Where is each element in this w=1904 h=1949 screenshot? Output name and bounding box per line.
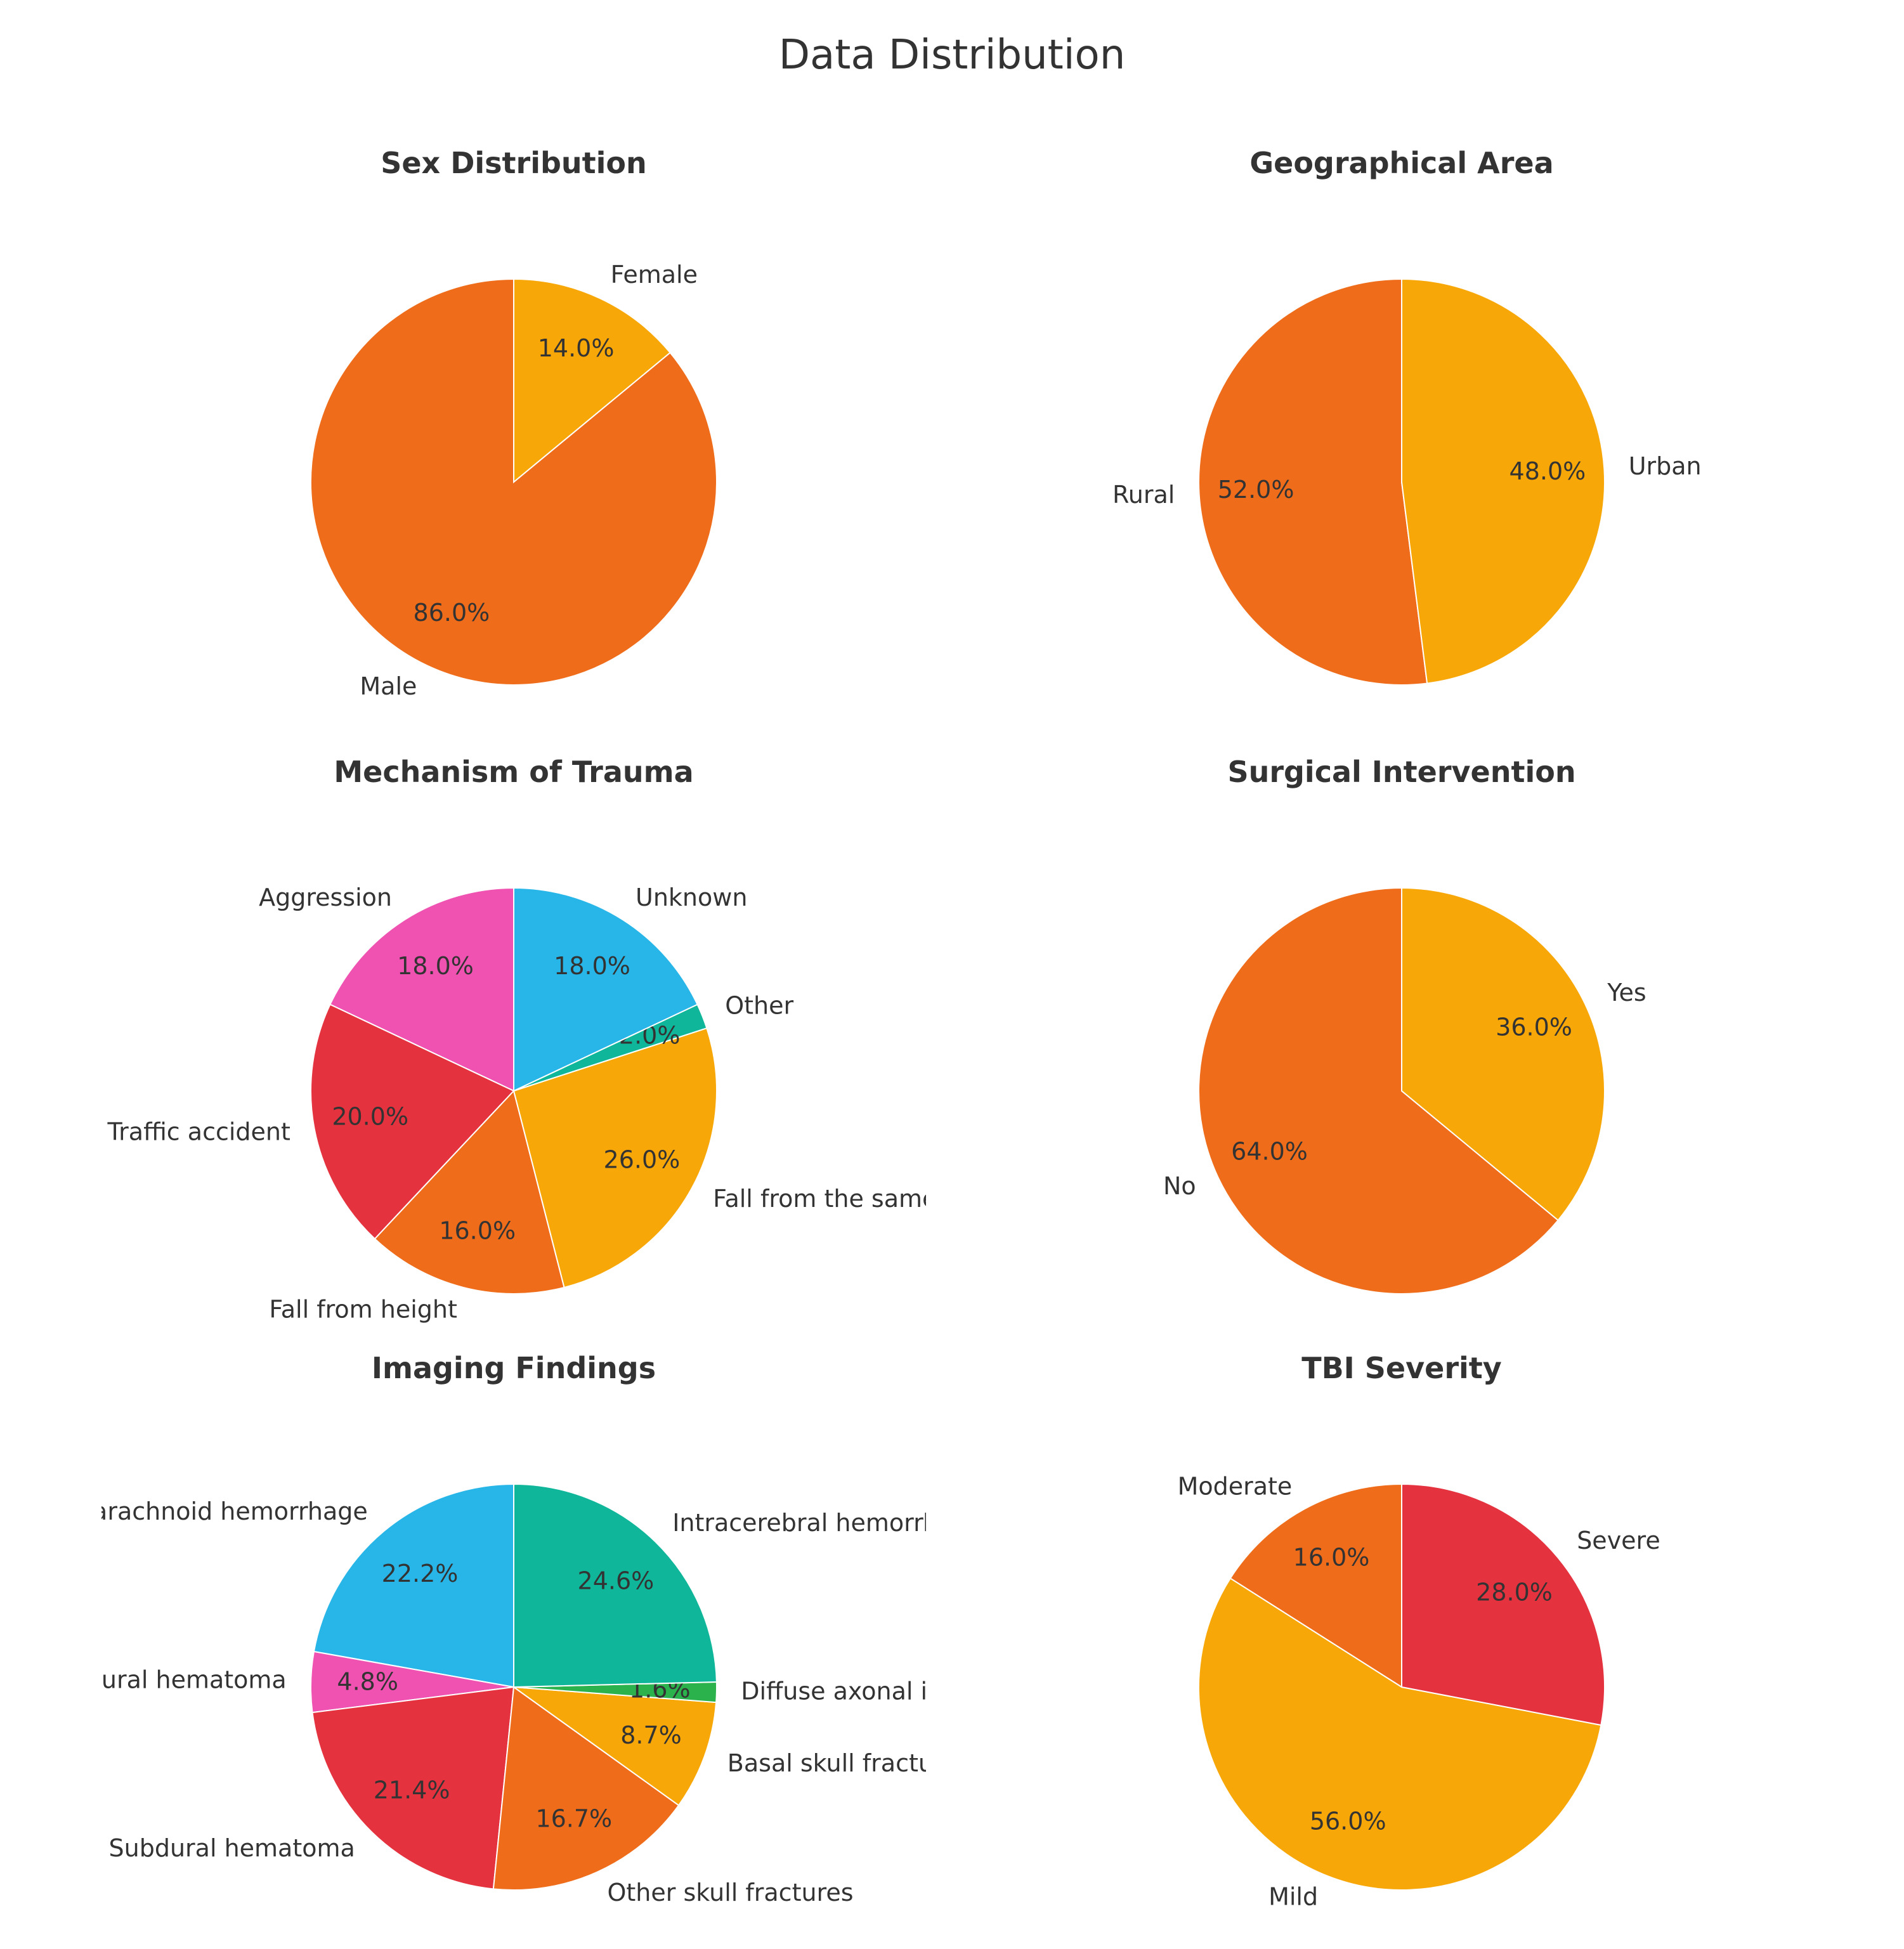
- panel-title: Geographical Area: [989, 146, 1814, 180]
- slice-pct: 24.6%: [578, 1567, 655, 1595]
- slice-pct: 4.8%: [337, 1668, 398, 1696]
- slice-label: Severe: [1577, 1527, 1660, 1555]
- slice-label: Mild: [1268, 1883, 1318, 1911]
- slice-label: Female: [611, 261, 698, 289]
- slice-pct: 36.0%: [1496, 1013, 1572, 1041]
- slice-pct: 52.0%: [1218, 476, 1294, 504]
- slice-pct: 56.0%: [1310, 1808, 1386, 1835]
- slice-pct: 21.4%: [374, 1776, 450, 1804]
- slice-pct: 86.0%: [414, 599, 490, 627]
- slice-label: Basal skull fracture: [727, 1749, 926, 1777]
- slice-label: Male: [360, 672, 417, 700]
- figure-suptitle: Data Distribution: [0, 32, 1904, 79]
- slice-pct: 64.0%: [1231, 1138, 1308, 1166]
- panel-imaging: Imaging Findings 22.2% Subarachnoid hemorr…: [101, 1351, 926, 1934]
- slice-pct: 18.0%: [554, 952, 630, 980]
- pie-chart: 86.0% Male 14.0% Female: [101, 222, 926, 729]
- panel-title: Surgical Intervention: [989, 755, 1814, 789]
- slice-pct: 22.2%: [382, 1560, 459, 1587]
- panel-title: Mechanism of Trauma: [101, 755, 926, 789]
- slice-pct: 16.7%: [535, 1805, 612, 1833]
- panel-title: Imaging Findings: [101, 1351, 926, 1385]
- panel-title: TBI Severity: [989, 1351, 1814, 1385]
- pie-wrap: 64.0% No 36.0% Yes: [989, 831, 1814, 1338]
- slice-label: Fall from height: [269, 1296, 457, 1324]
- pie-wrap: 22.2% Subarachnoid hemorrhage 4.8% Epidural…: [101, 1427, 926, 1934]
- slice-pct: 14.0%: [538, 334, 615, 362]
- panel-mechanism: Mechanism of Trauma 18.0% Aggression 20.0% T…: [101, 755, 926, 1338]
- pie-chart: 22.2% Subarachnoid hemorrhage 4.8% Epidural…: [101, 1427, 926, 1934]
- panel-tbi: TBI Severity 16.0% Moderate 56.0% Mild 28.0% S…: [989, 1351, 1814, 1934]
- pie-chart: 64.0% No 36.0% Yes: [989, 831, 1814, 1338]
- pie-wrap: 52.0% Rural 48.0% Urban: [989, 222, 1814, 729]
- slice-label: Moderate: [1178, 1472, 1293, 1500]
- pie-wrap: 18.0% Aggression 20.0% Traffic accident 16.0…: [101, 831, 926, 1338]
- slice-pct: 8.7%: [620, 1721, 682, 1749]
- pie-chart: 52.0% Rural 48.0% Urban: [989, 222, 1814, 729]
- slice-label: Epidural hematoma: [101, 1666, 287, 1694]
- figure: Data Distribution Sex Distribution 86.0% M…: [0, 0, 1904, 1949]
- slice-pct: 28.0%: [1476, 1579, 1553, 1607]
- slice-pct: 26.0%: [604, 1146, 681, 1174]
- slice-pct: 20.0%: [332, 1103, 408, 1131]
- slice-pct: 16.0%: [439, 1217, 516, 1245]
- slice-label: Subarachnoid hemorrhage: [101, 1497, 368, 1525]
- slice-label: Urban: [1629, 452, 1702, 480]
- pie-wrap: 16.0% Moderate 56.0% Mild 28.0% Severe: [989, 1427, 1814, 1934]
- slice-pct: 48.0%: [1510, 457, 1586, 485]
- slice-label: Rural: [1112, 481, 1175, 509]
- slice-label: Other skull fractures: [608, 1879, 854, 1907]
- slice-label: Intracerebral hemorrhage: [672, 1509, 926, 1537]
- slice-label: Subdural hematoma: [109, 1834, 355, 1862]
- panel-sex: Sex Distribution 86.0% Male 14.0% Female: [101, 146, 926, 729]
- slice-label: Traffic accident: [107, 1118, 290, 1146]
- panel-title: Sex Distribution: [101, 146, 926, 180]
- pie-wrap: 86.0% Male 14.0% Female: [101, 222, 926, 729]
- slice-label: Fall from the same level: [713, 1185, 926, 1213]
- slice-label: No: [1163, 1172, 1196, 1200]
- pie-chart: 16.0% Moderate 56.0% Mild 28.0% Severe: [989, 1427, 1814, 1934]
- slice-pct: 16.0%: [1293, 1544, 1370, 1572]
- slice-pct: 18.0%: [397, 952, 474, 980]
- pie-chart: 18.0% Aggression 20.0% Traffic accident 16.0…: [101, 831, 926, 1338]
- slice-label: Yes: [1607, 979, 1646, 1007]
- slice-label: Unknown: [636, 883, 747, 911]
- slice-label: Aggression: [259, 883, 392, 911]
- panel-surgical: Surgical Intervention 64.0% No 36.0% Yes: [989, 755, 1814, 1338]
- slice-label: Diffuse axonal injury: [741, 1678, 926, 1705]
- slice-label: Other: [725, 992, 793, 1020]
- panel-geo: Geographical Area 52.0% Rural 48.0% Urban: [989, 146, 1814, 729]
